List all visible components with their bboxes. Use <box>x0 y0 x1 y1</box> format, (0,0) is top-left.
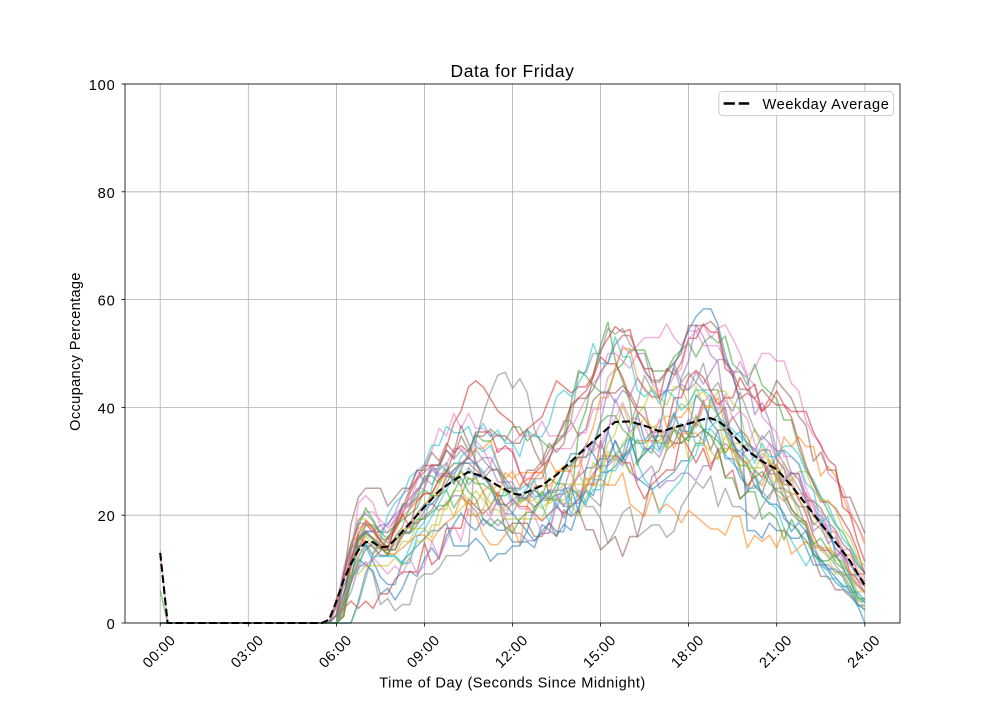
svg-text:20: 20 <box>98 509 116 525</box>
svg-text:Occupancy Percentage: Occupancy Percentage <box>68 272 84 431</box>
svg-text:100: 100 <box>89 78 116 94</box>
svg-text:60: 60 <box>98 294 116 310</box>
svg-text:Data for Friday: Data for Friday <box>451 61 575 81</box>
svg-text:40: 40 <box>98 401 116 417</box>
svg-text:Weekday Average: Weekday Average <box>763 97 890 113</box>
svg-text:80: 80 <box>98 186 116 202</box>
svg-text:0: 0 <box>107 617 116 633</box>
svg-text:Time of Day (Seconds Since Mid: Time of Day (Seconds Since Midnight) <box>379 676 645 692</box>
